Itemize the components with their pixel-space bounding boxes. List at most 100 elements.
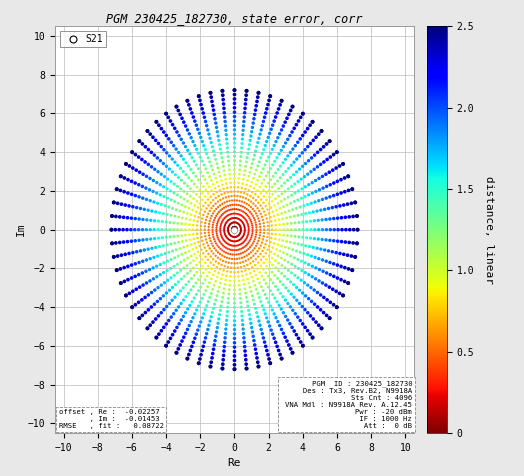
Point bbox=[245, 228, 253, 235]
Point bbox=[138, 140, 147, 148]
Point bbox=[234, 237, 243, 244]
Point bbox=[225, 161, 233, 169]
Point bbox=[110, 253, 118, 261]
Point bbox=[207, 162, 215, 170]
Point bbox=[248, 188, 256, 196]
Point bbox=[254, 259, 263, 267]
Point bbox=[209, 228, 217, 236]
Point bbox=[339, 160, 347, 168]
Point bbox=[250, 216, 259, 224]
Point bbox=[225, 230, 234, 238]
Point bbox=[206, 89, 215, 97]
Point bbox=[254, 289, 262, 297]
Point bbox=[204, 226, 213, 234]
Point bbox=[282, 214, 291, 222]
Point bbox=[247, 164, 255, 172]
Point bbox=[233, 215, 242, 222]
Point bbox=[271, 217, 279, 224]
Point bbox=[265, 252, 273, 259]
Point bbox=[233, 219, 242, 227]
Point bbox=[224, 227, 232, 235]
Point bbox=[269, 244, 277, 251]
Point bbox=[184, 174, 193, 181]
Point bbox=[160, 128, 168, 136]
Point bbox=[149, 275, 158, 283]
Point bbox=[214, 236, 223, 243]
Point bbox=[261, 310, 269, 317]
Point bbox=[344, 279, 352, 287]
Point bbox=[237, 263, 245, 271]
Point bbox=[127, 274, 136, 282]
Point bbox=[254, 193, 263, 200]
Point bbox=[247, 242, 256, 249]
Point bbox=[231, 161, 239, 169]
Point bbox=[217, 298, 226, 306]
Point bbox=[224, 153, 232, 160]
Point bbox=[274, 134, 282, 141]
Point bbox=[266, 92, 275, 100]
Point bbox=[223, 254, 231, 262]
Point bbox=[313, 303, 322, 311]
Point bbox=[298, 185, 306, 193]
Point bbox=[211, 238, 219, 245]
Point bbox=[181, 143, 190, 150]
Point bbox=[171, 281, 180, 288]
Point bbox=[214, 234, 222, 241]
Point bbox=[297, 113, 305, 121]
Point bbox=[168, 121, 177, 129]
Point bbox=[223, 307, 232, 315]
Point bbox=[144, 207, 152, 214]
Point bbox=[323, 156, 331, 163]
Point bbox=[252, 209, 260, 217]
Point bbox=[289, 246, 297, 254]
Point bbox=[156, 295, 165, 302]
Point bbox=[238, 218, 247, 226]
Point bbox=[257, 256, 265, 264]
Point bbox=[120, 188, 128, 196]
Point bbox=[128, 303, 136, 311]
Point bbox=[215, 284, 223, 291]
Point bbox=[131, 192, 139, 199]
Point bbox=[242, 289, 250, 297]
Point bbox=[233, 232, 242, 240]
Point bbox=[264, 318, 272, 326]
Point bbox=[240, 253, 248, 260]
Point bbox=[322, 226, 331, 234]
Point bbox=[225, 216, 233, 224]
Point bbox=[141, 143, 149, 150]
Point bbox=[265, 258, 274, 266]
Point bbox=[116, 265, 125, 273]
Point bbox=[232, 214, 241, 222]
Point bbox=[138, 258, 147, 265]
Point bbox=[225, 216, 234, 223]
Point bbox=[291, 271, 299, 279]
Point bbox=[252, 147, 260, 155]
Point bbox=[192, 290, 201, 298]
Point bbox=[239, 127, 247, 134]
Point bbox=[222, 180, 231, 188]
Point bbox=[222, 208, 230, 215]
Point bbox=[279, 143, 288, 150]
Point bbox=[163, 241, 171, 248]
Point bbox=[191, 310, 199, 317]
Point bbox=[192, 208, 200, 216]
Point bbox=[205, 294, 214, 301]
Point bbox=[336, 249, 344, 257]
Point bbox=[265, 242, 274, 250]
Point bbox=[237, 245, 246, 252]
Point bbox=[195, 355, 204, 363]
Point bbox=[221, 220, 230, 228]
Point bbox=[227, 242, 236, 249]
Point bbox=[187, 241, 195, 248]
Point bbox=[271, 257, 280, 265]
Point bbox=[241, 228, 249, 236]
Point bbox=[241, 225, 249, 232]
Point bbox=[242, 257, 250, 265]
Point bbox=[267, 326, 276, 334]
Point bbox=[221, 330, 230, 337]
Point bbox=[256, 226, 265, 234]
Point bbox=[210, 190, 218, 198]
Point bbox=[239, 220, 248, 228]
Point bbox=[243, 365, 251, 372]
Point bbox=[203, 272, 211, 280]
